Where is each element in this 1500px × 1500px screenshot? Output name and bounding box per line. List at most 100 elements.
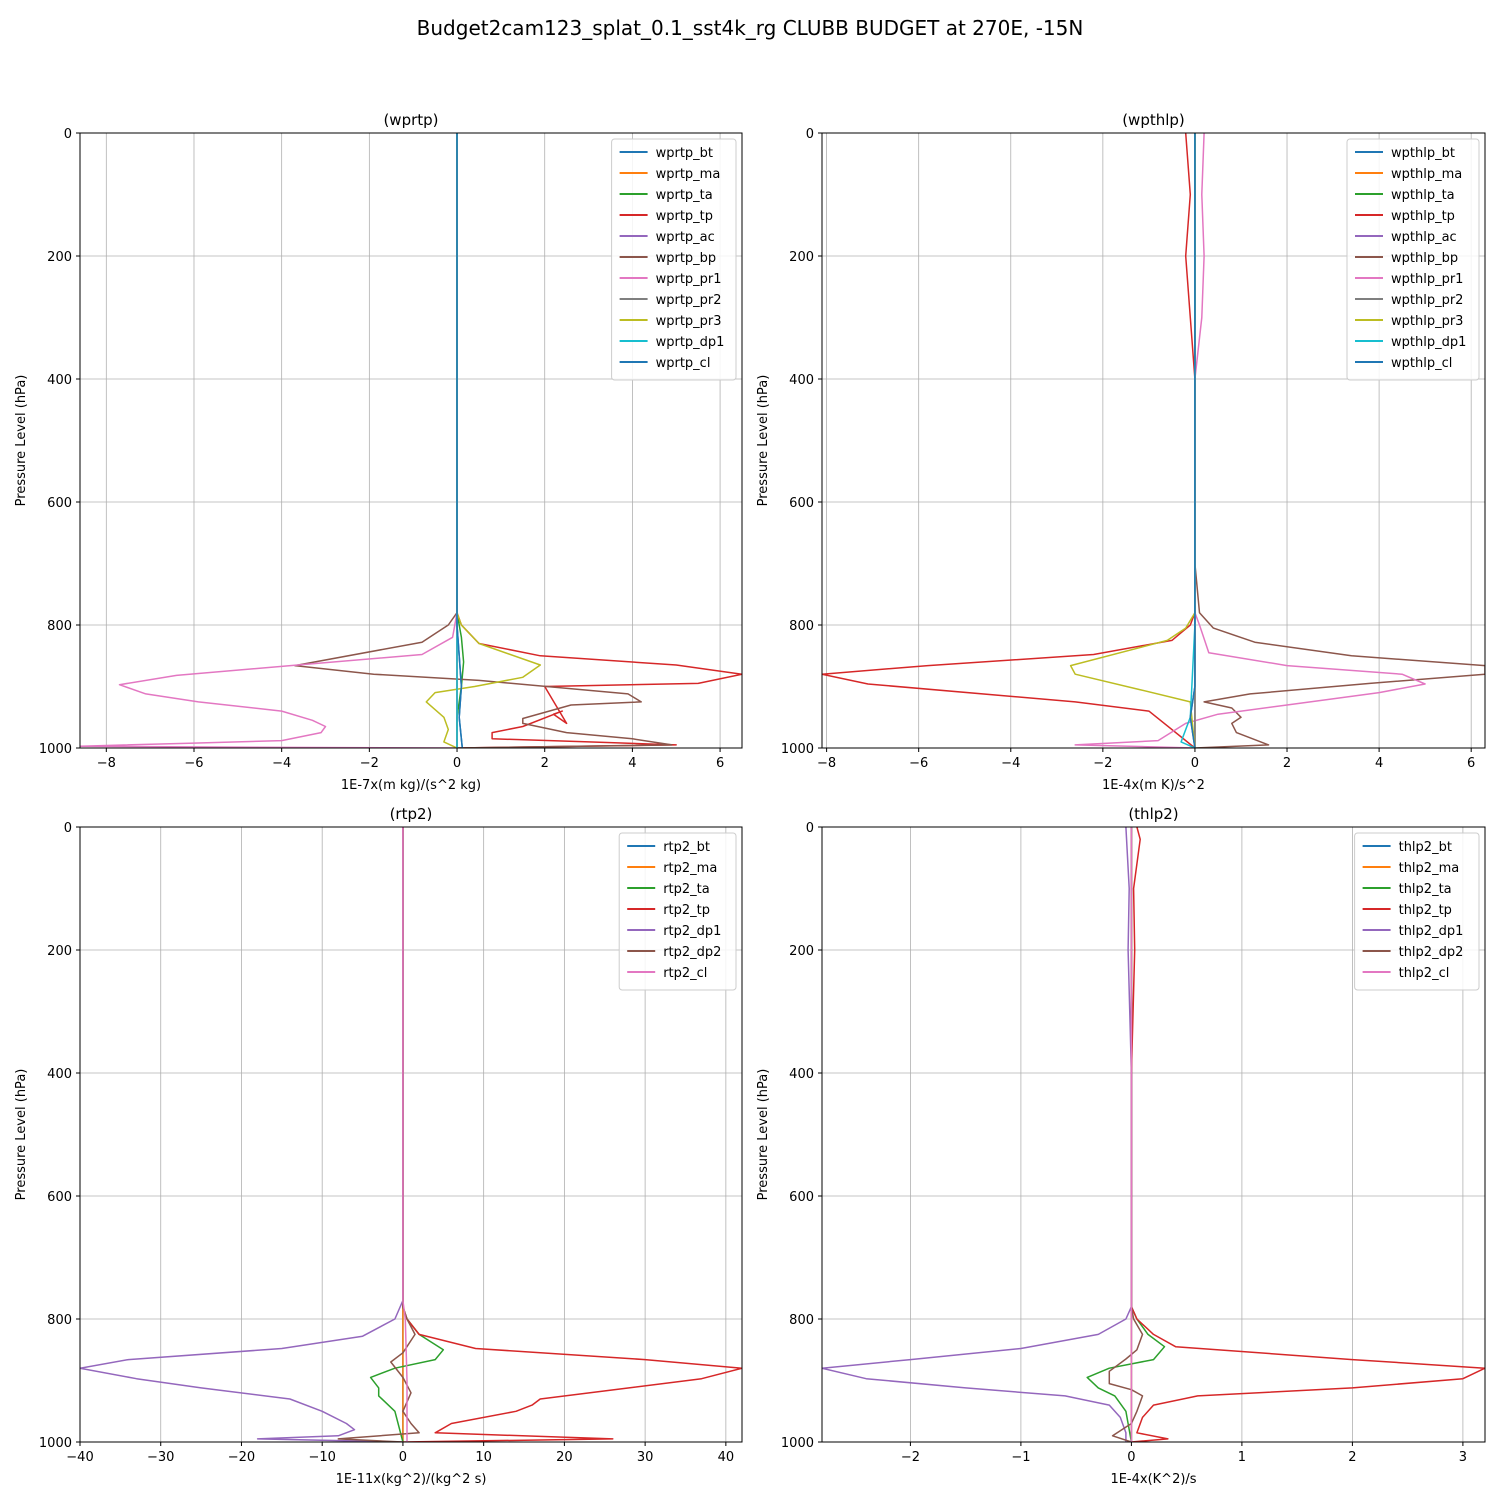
series-line-rtp2_dp1 [80,827,404,1442]
x-tick-label: 20 [556,1450,573,1465]
series-line-thlp2_dp1 [822,827,1133,1442]
axes-frame [79,826,743,1443]
series-line-wprtp_bp [294,133,673,748]
legend-label: wpthlp_pr2 [1391,293,1463,308]
series-line-rtp2_dp2 [337,827,420,1442]
axes-frame [821,826,1486,1443]
x-axis-label: 1E-4x(m K)/s^2 [1102,778,1205,793]
x-tick-label: 0 [1191,756,1199,771]
legend-label: thlp2_tp [1399,903,1452,918]
x-tick-label: −6 [184,756,203,771]
series-line-wprtp_pr1 [80,133,458,748]
legend-label: wprtp_ta [656,188,713,203]
y-tick-label: 400 [47,373,72,388]
series-line-rtp2_tp [402,827,742,1442]
x-tick-label: 30 [637,1450,654,1465]
x-tick-label: 4 [1375,756,1383,771]
legend-label: thlp2_dp1 [1399,924,1464,939]
y-tick-label: 1000 [39,1436,72,1451]
series-line-wpthlp_tp [822,133,1196,748]
x-tick-label: 10 [475,1450,492,1465]
series-group [822,133,1485,748]
y-tick-label: 0 [806,127,814,142]
x-tick-label: −30 [147,1450,174,1465]
y-tick-label: 0 [64,127,72,142]
legend-label: wpthlp_bt [1391,146,1455,161]
x-tick-label: 0 [399,1450,407,1465]
legend-label: rtp2_ma [663,861,717,876]
x-tick-label: 0 [453,756,461,771]
x-tick-label: −2 [360,756,379,771]
y-tick-label: 600 [789,496,814,511]
legend-label: wpthlp_ac [1391,230,1457,245]
y-tick-label: 800 [789,1313,814,1328]
series-line-wpthlp_pr3 [1069,133,1196,748]
legend-label: wprtp_bp [656,251,717,266]
x-tick-label: 0 [1127,1450,1135,1465]
x-tick-label: −6 [909,756,928,771]
y-tick-label: 800 [47,619,72,634]
series-group [80,133,742,748]
legend-label: rtp2_bt [663,840,710,855]
legend-label: wpthlp_pr3 [1391,314,1463,329]
axes-frame [821,132,1486,749]
legend-label: wprtp_tp [656,209,713,224]
legend-label: wprtp_pr1 [656,272,722,287]
legend-label: wprtp_bt [656,146,713,161]
y-tick-label: 1000 [781,742,814,757]
x-axis-label: 1E-11x(kg^2)/(kg^2 s) [336,1472,487,1487]
x-tick-label: −2 [901,1450,920,1465]
x-tick-label: 6 [1467,756,1475,771]
legend: thlp2_bt thlp2_ma thlp2_ta thlp2_tp thlp2_dp… [1354,832,1480,991]
y-tick-label: 200 [47,250,72,265]
chart-panel-1: −8 −6 −4 −2 0 2 4 6 0 200 400 600 800 1000 (wprtp) 1E-7… [14,111,743,793]
y-tick-label: 200 [789,944,814,959]
legend-label: wpthlp_dp1 [1391,335,1466,350]
x-tick-label: −8 [817,756,836,771]
legend-label: wprtp_pr2 [656,293,722,308]
panel-title: (thlp2) [1128,805,1178,823]
legend-label: rtp2_ta [663,882,710,897]
chart-panel-4: −2 −1 0 1 2 3 0 200 400 600 800 1000 (thlp2) 1E-4x(K^… [756,805,1486,1487]
series-line-thlp2_ta [1086,827,1166,1442]
y-axis-label: Pressure Level (hPa) [14,375,29,507]
y-axis-label: Pressure Level (hPa) [756,1069,771,1201]
y-tick-label: 600 [47,496,72,511]
y-tick-label: 200 [789,250,814,265]
x-tick-label: 4 [628,756,636,771]
x-tick-label: 2 [1348,1450,1356,1465]
series-line-thlp2_dp2 [1108,827,1144,1442]
y-tick-label: 600 [789,1190,814,1205]
y-tick-label: 0 [64,821,72,836]
y-tick-label: 400 [789,373,814,388]
y-tick-label: 1000 [39,742,72,757]
x-tick-label: 3 [1459,1450,1467,1465]
y-tick-label: 0 [806,821,814,836]
x-tick-label: 6 [716,756,724,771]
panel-title: (rtp2) [390,805,433,823]
x-axis-label: 1E-7x(m kg)/(s^2 kg) [341,778,481,793]
series-group [80,827,742,1442]
legend: wpthlp_bt wpthlp_ma wpthlp_ta wpthlp_tpwpth… [1346,138,1480,381]
y-tick-label: 400 [47,1067,72,1082]
legend-label: rtp2_tp [663,903,710,918]
y-axis-label: Pressure Level (hPa) [14,1069,29,1201]
legend-label: wprtp_dp1 [656,335,725,350]
x-tick-label: −20 [228,1450,255,1465]
legend-label: wpthlp_cl [1391,356,1452,371]
legend-label: wprtp_cl [656,356,711,371]
y-tick-label: 1000 [781,1436,814,1451]
y-axis-label: Pressure Level (hPa) [756,375,771,507]
legend-label: wprtp_ac [656,230,715,245]
legend-label: wpthlp_ta [1391,188,1455,203]
series-line-rtp2_ta [369,827,445,1442]
series-line-wprtp_pr3 [425,133,542,748]
x-tick-label: −2 [1093,756,1112,771]
chart-panel-2: −8 −6 −4 −2 0 2 4 6 0 200 400 600 800 1000 (wpthlp) 1E-… [756,111,1486,793]
x-axis-label: 1E-4x(K^2)/s [1110,1472,1196,1487]
series-line-wpthlp_cl [1189,133,1196,748]
legend-label: rtp2_dp1 [663,924,721,939]
x-tick-label: 2 [541,756,549,771]
legend-label: rtp2_dp2 [663,945,721,960]
